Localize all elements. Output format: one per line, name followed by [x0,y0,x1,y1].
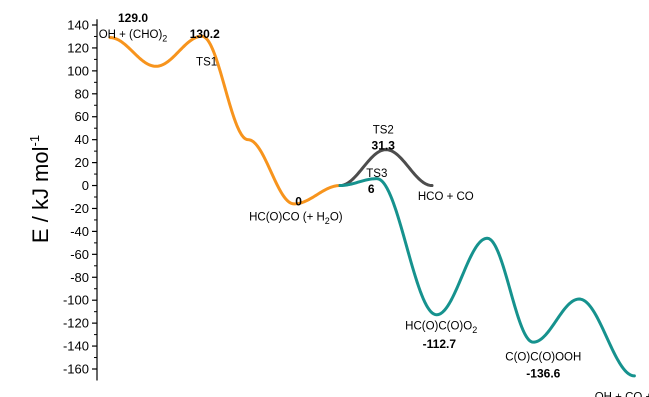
y-tick-label: 60 [75,109,89,124]
species-label: HC(O)C(O)O2 [405,320,477,335]
annotation-subscript: 2 [162,34,167,44]
energy-value-label: 0 [295,195,302,209]
species-label: HCO + CO [418,191,474,203]
y-tick-label: -120 [63,316,89,331]
stationary-point [108,36,112,39]
y-axis: 140 120 100 80 60 40 20 0 -20 -40 -60 -80 -100 -120 -1… [63,18,98,381]
stationary-point [578,297,581,301]
y-tick-label: -60 [70,247,89,262]
species-label: OH + CO + CO2 [595,392,649,397]
stationary-point [384,148,388,151]
y-tick-label: 100 [67,63,89,78]
y-tick-label: -140 [63,339,89,354]
species-label: TS1 [196,57,217,69]
annotation-text: C(O)C(O)OOH [505,351,581,363]
y-axis-label: E / kJ mol-1 [27,135,53,243]
annotation-text: OH + CO + CO [595,392,649,397]
annotation-subscript: 2 [325,216,330,226]
annotation-text: HCO + CO [418,191,474,203]
energy-value-label: -112.7 [423,337,457,351]
species-label: TS3 [366,168,387,180]
y-tick-label: 20 [75,155,89,170]
annotation-text: -136.6 [526,367,560,381]
series-group [108,34,636,378]
annotation-text: 129.0 [118,11,148,25]
annotation-tail: O) [330,212,343,224]
y-tick-label: 40 [75,132,89,147]
stationary-point [532,340,535,344]
species-label: OH + (CHO)2 [99,29,168,44]
series-line-teal [338,177,636,378]
y-tick-label: 140 [67,18,89,33]
stationary-point [486,237,489,240]
series-line-orange [108,34,342,206]
annotation-subscript: 2 [472,325,477,335]
y-tick-label: -80 [70,270,89,285]
y-tick-label: -100 [63,293,89,308]
stationary-point [292,202,296,206]
annotation-text: TS2 [373,124,394,136]
energy-value-label: 130.2 [190,27,220,41]
y-tick-label: 80 [75,86,89,101]
energy-value-label: 31.3 [372,138,396,152]
stationary-point [430,184,434,187]
stationary-point [200,35,204,38]
annotation-text: TS3 [366,168,387,180]
stationary-point [435,313,438,316]
annotation-text: 0 [295,195,302,209]
energy-value-label: -136.6 [526,367,560,381]
annotation-text: 6 [368,182,375,196]
y-axis-label-text: E / kJ mol [28,146,53,243]
annotation-text: OH + (CHO) [99,29,163,41]
species-label: HC(O)CO (+ H2O) [249,212,343,227]
y-tick-label: -20 [70,201,89,216]
y-axis-label-superscript: -1 [27,135,42,147]
y-tick-label: -160 [63,362,89,377]
annotation-text: -112.7 [423,337,457,351]
y-tick-label: 120 [67,40,89,55]
stationary-point [338,184,342,187]
annotation-text: HC(O)CO (+ H [249,212,325,224]
annotation-text: 31.3 [372,138,396,152]
species-label: C(O)C(O)OOH [505,351,581,363]
energy-value-label: 129.0 [118,11,148,25]
species-label: TS2 [373,124,394,136]
energy-value-label: 6 [368,182,375,196]
annotation-text: HC(O)C(O)O [405,320,472,332]
stationary-point [154,65,158,68]
stationary-point [246,138,250,141]
annotation-text: TS1 [196,57,217,69]
stationary-point [375,177,378,180]
annotation-text: 130.2 [190,27,220,41]
stationary-point [633,374,636,378]
y-tick-label: 0 [82,178,89,193]
y-tick-label: -40 [70,224,89,239]
